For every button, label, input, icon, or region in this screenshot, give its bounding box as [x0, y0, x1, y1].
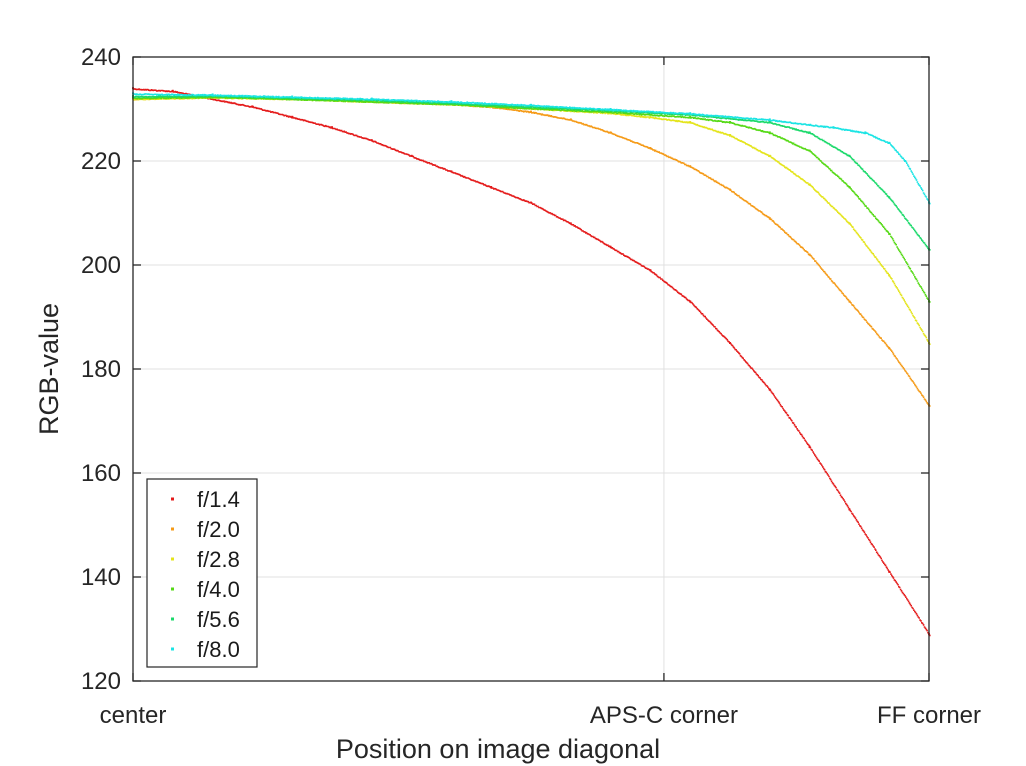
y-tick-label: 200 — [81, 252, 121, 279]
legend-marker — [171, 617, 174, 621]
legend-marker — [171, 587, 174, 591]
ticks: 120 140 160 180 200 220 240 center APS-C corner F… — [81, 44, 981, 729]
legend-label: f/2.8 — [197, 547, 240, 572]
legend-label: f/4.0 — [197, 577, 240, 602]
data-point — [609, 108, 612, 110]
legend-label: f/1.4 — [197, 487, 240, 512]
data-point — [211, 93, 214, 96]
y-tick-label: 160 — [81, 460, 121, 487]
y-tick-label: 180 — [81, 356, 121, 383]
legend-label: f/2.0 — [197, 517, 240, 542]
y-tick-label: 240 — [81, 44, 121, 71]
legend-box — [146, 478, 258, 668]
y-tick-label: 220 — [81, 148, 121, 175]
legend: f/1.4 f/2.0 f/2.8 f/4.0 f/5.6 f/8.0 — [146, 478, 258, 668]
legend-marker — [171, 647, 174, 651]
x-tick-label: FF corner — [877, 702, 981, 729]
data-point — [768, 131, 771, 134]
y-tick-label: 140 — [81, 564, 121, 591]
data-point — [689, 115, 692, 118]
y-axis-label: RGB-value — [34, 303, 64, 435]
legend-label: f/8.0 — [197, 637, 240, 662]
legend-marker — [171, 497, 174, 501]
data-point — [370, 97, 373, 100]
data-point — [768, 118, 771, 121]
x-tick-label: APS-C corner — [590, 702, 738, 729]
legend-label: f/5.6 — [197, 607, 240, 632]
y-tick-label: 120 — [81, 668, 121, 695]
legend-marker — [171, 527, 174, 531]
x-tick-label: center — [100, 702, 167, 729]
x-axis-label: Position on image diagonal — [336, 734, 660, 764]
legend-marker — [171, 557, 174, 561]
